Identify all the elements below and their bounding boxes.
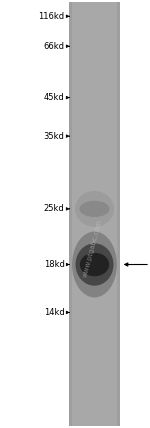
Bar	[69, 2, 72, 426]
Text: 18kd: 18kd	[44, 260, 64, 269]
Text: 66kd: 66kd	[44, 42, 64, 51]
Ellipse shape	[80, 253, 109, 276]
Text: 35kd: 35kd	[44, 131, 64, 141]
Ellipse shape	[75, 243, 114, 286]
Ellipse shape	[72, 232, 117, 297]
Bar	[69, 2, 120, 426]
Text: 116kd: 116kd	[38, 12, 64, 21]
Text: 25kd: 25kd	[44, 204, 64, 214]
Ellipse shape	[80, 201, 110, 217]
Text: 14kd: 14kd	[44, 308, 64, 317]
Text: 45kd: 45kd	[44, 93, 64, 102]
Bar	[117, 2, 120, 426]
Text: www.ptgabc.com: www.ptgabc.com	[82, 218, 104, 278]
Ellipse shape	[75, 191, 114, 227]
